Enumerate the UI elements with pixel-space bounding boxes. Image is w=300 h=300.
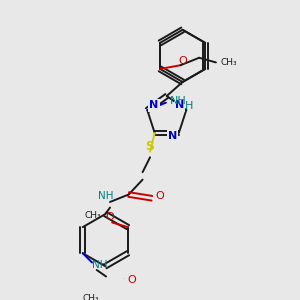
Text: O: O — [128, 275, 136, 285]
Text: N: N — [149, 100, 158, 110]
Text: NH: NH — [92, 260, 107, 270]
Text: NH: NH — [98, 191, 113, 201]
Text: N: N — [168, 131, 177, 141]
Text: CH₃: CH₃ — [220, 58, 237, 67]
Text: O: O — [105, 212, 114, 222]
Text: O: O — [178, 56, 187, 66]
Text: NH: NH — [169, 96, 186, 106]
Text: O: O — [155, 191, 164, 201]
Text: CH₃: CH₃ — [83, 294, 100, 300]
Text: N: N — [175, 100, 184, 110]
Text: S: S — [146, 140, 154, 153]
Text: CH₃: CH₃ — [84, 211, 101, 220]
Text: H: H — [185, 101, 194, 111]
